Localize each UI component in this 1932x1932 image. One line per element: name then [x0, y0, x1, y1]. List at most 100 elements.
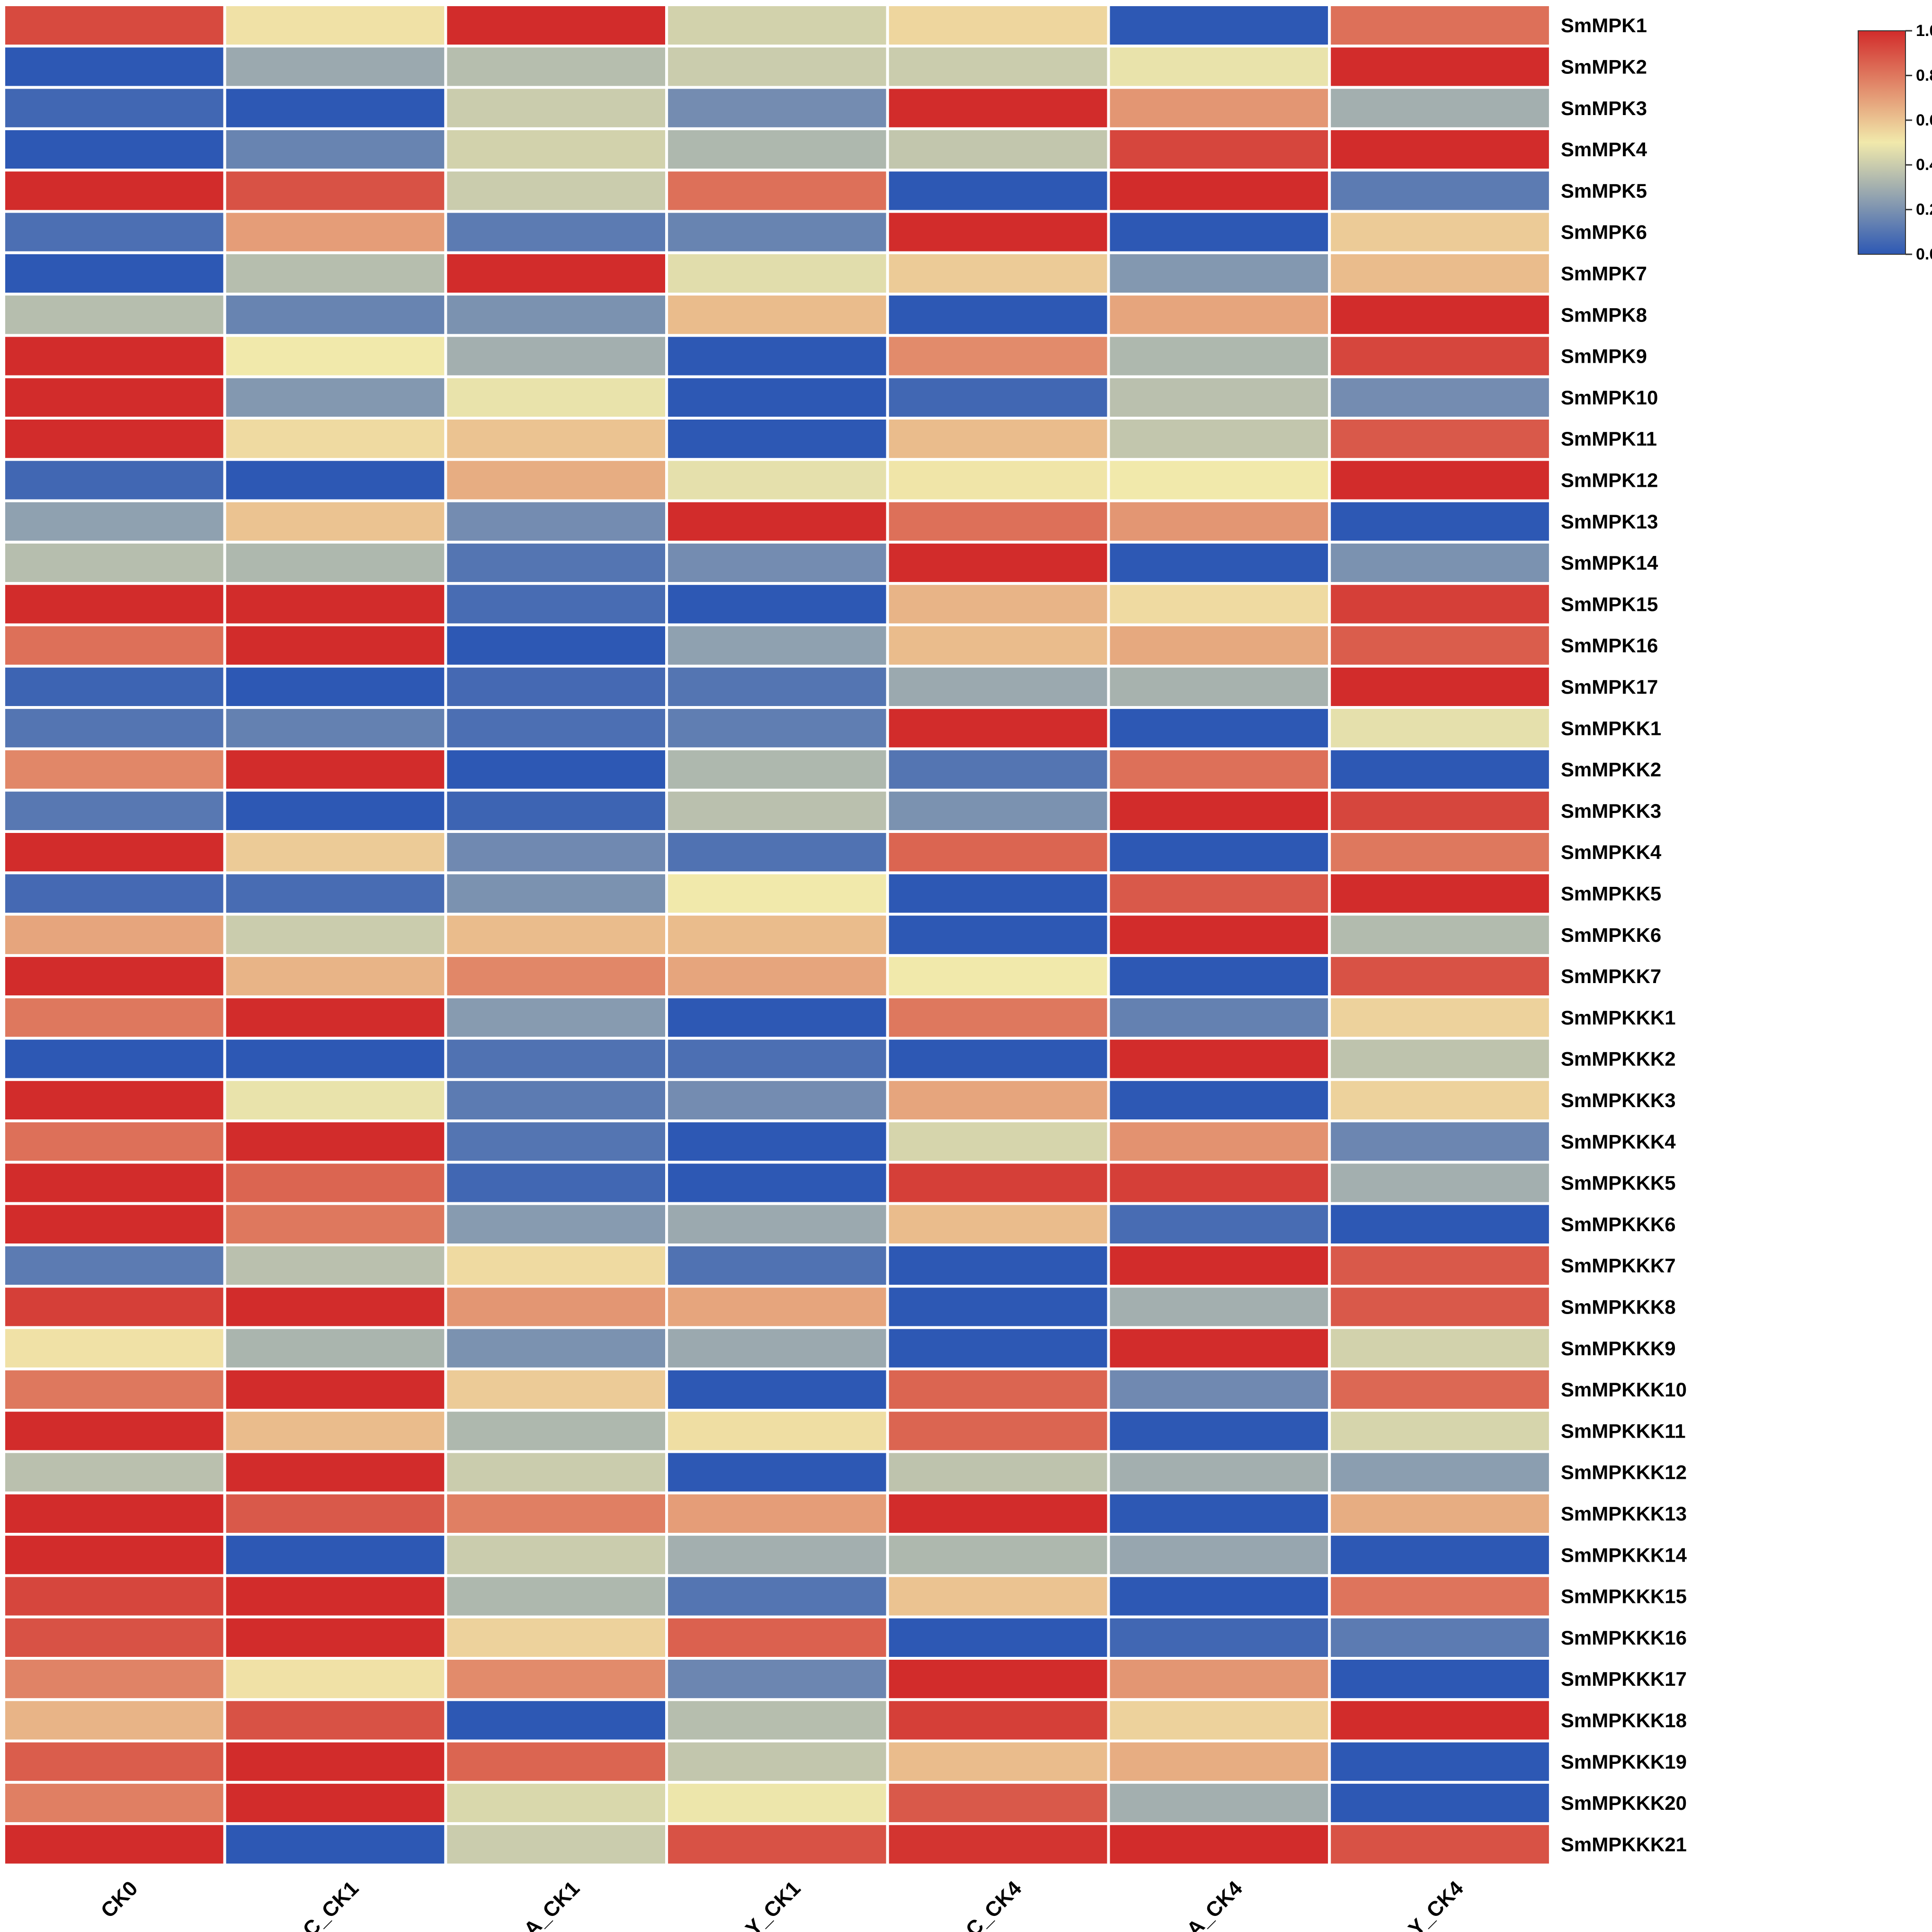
heatmap-cell-SmMPK5-A_CK4 [1107, 169, 1331, 213]
heatmap-cell-SmMPK14-A_CK4 [1107, 540, 1331, 585]
heatmap-cell-SmMPKKK17-A_CK4 [1107, 1657, 1331, 1701]
heatmap-cell-SmMPKKK15-CK0 [2, 1574, 226, 1619]
row-label-SmMPK13: SmMPK13 [1561, 510, 1658, 533]
heatmap-cell-SmMPK17-C_CK1 [223, 664, 447, 709]
heatmap-cell-SmMPK13-Y_CK1 [665, 499, 889, 544]
heatmap-cell-SmMPKKK19-C_CK4 [886, 1739, 1110, 1784]
heatmap-cell-SmMPKKK18-A_CK1 [444, 1698, 668, 1743]
row-label-SmMPK12: SmMPK12 [1561, 469, 1658, 491]
column-label-CK0: CK0 [97, 1877, 142, 1923]
heatmap-cell-SmMPK15-Y_CK1 [665, 582, 889, 626]
heatmap-cell-SmMPK16-A_CK1 [444, 623, 668, 668]
heatmap-cell-SmMPK12-Y_CK1 [665, 458, 889, 502]
row-label-SmMPK14: SmMPK14 [1561, 552, 1658, 574]
heatmap-cell-SmMPKKK5-C_CK1 [223, 1161, 447, 1205]
heatmap-cell-SmMPK13-C_CK4 [886, 499, 1110, 544]
row-label-SmMPKKK17: SmMPKKK17 [1561, 1668, 1687, 1690]
row-label-SmMPK1: SmMPK1 [1561, 14, 1647, 36]
heatmap-cell-SmMPK9-A_CK4 [1107, 334, 1331, 378]
row-label-SmMPKKK8: SmMPKKK8 [1561, 1296, 1676, 1318]
colorbar-tick-label: 0.40 [1916, 156, 1932, 174]
heatmap-cell-SmMPK7-A_CK4 [1107, 251, 1331, 296]
heatmap-cell-SmMPK7-CK0 [2, 251, 226, 296]
row-label-SmMPKKK5: SmMPKKK5 [1561, 1172, 1676, 1194]
heatmap-cell-SmMPK6-A_CK1 [444, 210, 668, 254]
heatmap-cell-SmMPK10-C_CK4 [886, 375, 1110, 420]
heatmap-cell-SmMPK11-CK0 [2, 417, 226, 461]
heatmap-cell-SmMPK4-A_CK4 [1107, 127, 1331, 172]
heatmap-cell-SmMPKKK18-C_CK4 [886, 1698, 1110, 1743]
row-label-SmMPKK6: SmMPKK6 [1561, 924, 1661, 946]
row-label-SmMPKKK10: SmMPKKK10 [1561, 1378, 1687, 1401]
heatmap-cell-SmMPKKK13-Y_CK1 [665, 1491, 889, 1536]
colorbar: 1.00 0.80 0.60 0.40 0.20 0.00 [1858, 22, 1932, 263]
heatmap-cell-SmMPKKK12-C_CK4 [886, 1450, 1110, 1494]
heatmap-cell-SmMPKKK8-A_CK1 [444, 1285, 668, 1329]
heatmap-cell-SmMPKKK6-CK0 [2, 1202, 226, 1246]
heatmap-cell-SmMPKKK21-Y_CK4 [1328, 1822, 1552, 1867]
heatmap-cell-SmMPKKK10-A_CK1 [444, 1367, 668, 1412]
heatmap-cell-SmMPKKK11-C_CK4 [886, 1409, 1110, 1453]
heatmap-cell-SmMPKKK1-CK0 [2, 995, 226, 1040]
row-label-SmMPKKK1: SmMPKKK1 [1561, 1006, 1676, 1029]
heatmap-cell-SmMPKK5-Y_CK4 [1328, 871, 1552, 916]
heatmap-cell-SmMPK12-CK0 [2, 458, 226, 502]
heatmap-cell-SmMPKKK1-Y_CK1 [665, 995, 889, 1040]
colorbar-tick-label: 0.20 [1916, 201, 1932, 219]
heatmap-cell-SmMPK4-C_CK4 [886, 127, 1110, 172]
heatmap-cell-SmMPKKK19-Y_CK4 [1328, 1739, 1552, 1784]
heatmap-cell-SmMPKK7-C_CK4 [886, 954, 1110, 999]
column-label-Y_CK1: Y_CK1 [741, 1877, 805, 1932]
heatmap-cell-SmMPKKK15-C_CK4 [886, 1574, 1110, 1619]
heatmap-cell-SmMPKKK1-C_CK4 [886, 995, 1110, 1040]
heatmap-cell-SmMPKKK16-Y_CK1 [665, 1615, 889, 1660]
heatmap-cell-SmMPK6-CK0 [2, 210, 226, 254]
colorbar-tick-label: 0.80 [1916, 66, 1932, 84]
heatmap-cell-SmMPK17-A_CK1 [444, 664, 668, 709]
heatmap-cell-SmMPKK1-C_CK1 [223, 706, 447, 751]
heatmap-cell-SmMPKKK10-Y_CK4 [1328, 1367, 1552, 1412]
heatmap-cell-SmMPK2-A_CK1 [444, 45, 668, 89]
heatmap-cell-SmMPKK5-C_CK4 [886, 871, 1110, 916]
row-label-SmMPK10: SmMPK10 [1561, 386, 1658, 409]
heatmap-cell-SmMPK9-Y_CK1 [665, 334, 889, 378]
heatmap-cell-SmMPKKK5-A_CK1 [444, 1161, 668, 1205]
row-label-SmMPKKK18: SmMPKKK18 [1561, 1709, 1687, 1731]
heatmap-cell-SmMPK11-C_CK4 [886, 417, 1110, 461]
heatmap-cell-SmMPKKK14-CK0 [2, 1533, 226, 1577]
heatmap-cell-SmMPK6-C_CK4 [886, 210, 1110, 254]
heatmap-cell-SmMPKKK9-Y_CK1 [665, 1326, 889, 1370]
heatmap-cell-SmMPKK7-Y_CK4 [1328, 954, 1552, 999]
column-label-Y_CK4: Y_CK4 [1404, 1877, 1468, 1932]
heatmap-cell-SmMPKKK5-CK0 [2, 1161, 226, 1205]
heatmap-cell-SmMPKKK14-C_CK1 [223, 1533, 447, 1577]
heatmap-cell-SmMPKKK20-C_CK1 [223, 1780, 447, 1825]
heatmap-cell-SmMPKK5-Y_CK1 [665, 871, 889, 916]
heatmap-cell-SmMPKKK16-C_CK1 [223, 1615, 447, 1660]
heatmap-cell-SmMPKKK20-A_CK4 [1107, 1780, 1331, 1825]
heatmap-cell-SmMPK5-C_CK4 [886, 169, 1110, 213]
heatmap-cell-SmMPK14-Y_CK1 [665, 540, 889, 585]
heatmap-cell-SmMPKKK12-Y_CK4 [1328, 1450, 1552, 1494]
row-label-SmMPK11: SmMPK11 [1561, 428, 1657, 450]
heatmap-cell-SmMPK11-Y_CK4 [1328, 417, 1552, 461]
row-label-SmMPKKK9: SmMPKKK9 [1561, 1337, 1676, 1360]
row-label-SmMPKK7: SmMPKK7 [1561, 965, 1661, 987]
heatmap-cell-SmMPKKK5-Y_CK1 [665, 1161, 889, 1205]
heatmap-cell-SmMPK7-Y_CK4 [1328, 251, 1552, 296]
heatmap-cell-SmMPKKK16-Y_CK4 [1328, 1615, 1552, 1660]
heatmap-cell-SmMPKKK4-A_CK1 [444, 1119, 668, 1164]
heatmap-cell-SmMPKKK6-Y_CK1 [665, 1202, 889, 1246]
row-label-SmMPKKK21: SmMPKKK21 [1561, 1833, 1687, 1855]
heatmap-cell-SmMPK8-C_CK4 [886, 293, 1110, 337]
heatmap-cell-SmMPKKK12-A_CK4 [1107, 1450, 1331, 1494]
heatmap-cell-SmMPK6-C_CK1 [223, 210, 447, 254]
heatmap-cell-SmMPKKK1-A_CK1 [444, 995, 668, 1040]
heatmap-cell-SmMPK3-Y_CK1 [665, 86, 889, 130]
heatmap-cell-SmMPKK6-A_CK1 [444, 912, 668, 957]
row-label-SmMPKKK12: SmMPKKK12 [1561, 1461, 1687, 1484]
row-label-SmMPKKK16: SmMPKKK16 [1561, 1627, 1687, 1649]
heatmap-cell-SmMPKKK2-A_CK4 [1107, 1037, 1331, 1081]
heatmap-cell-SmMPK15-C_CK4 [886, 582, 1110, 626]
heatmap-cell-SmMPKKK14-C_CK4 [886, 1533, 1110, 1577]
